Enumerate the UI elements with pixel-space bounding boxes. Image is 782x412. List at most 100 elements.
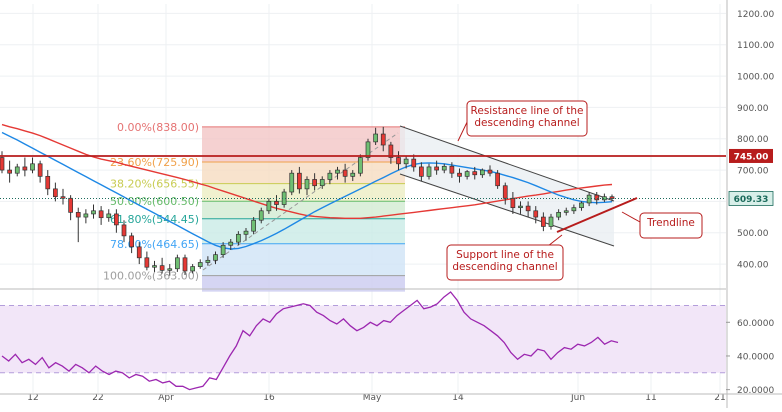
x-tick-label: 12 — [27, 393, 38, 403]
candle-body — [220, 244, 226, 256]
candle-body — [159, 265, 165, 271]
candle-body — [594, 194, 600, 201]
resistance-annotation-box — [466, 100, 588, 137]
candle-body — [22, 166, 28, 171]
candle-body — [403, 158, 409, 165]
candle-body — [350, 172, 356, 177]
candle-body — [83, 213, 89, 218]
trendline-annotation-pointer — [621, 211, 641, 223]
fib-zone-3 — [202, 201, 405, 219]
candle-body — [53, 188, 58, 198]
candle-body — [45, 175, 51, 190]
candle-body — [205, 259, 211, 263]
candle-body — [297, 172, 302, 190]
x-tick-label: 11 — [645, 393, 656, 403]
candle-body — [411, 158, 417, 168]
candle-body — [327, 172, 333, 180]
y-tick-label: 1100.00 — [737, 41, 774, 51]
x-tick-label: 22 — [92, 393, 103, 403]
resistance-annotation-text: Resistance line of the — [471, 105, 584, 117]
candle-body — [182, 257, 188, 272]
rsi-tick-label: 40.0000 — [737, 352, 774, 362]
y-tick-label: 800.00 — [737, 135, 769, 145]
rsi-band — [0, 305, 726, 373]
candle-body — [426, 166, 432, 177]
candle-body — [167, 268, 173, 271]
trendline — [556, 197, 638, 233]
candle-body — [541, 216, 546, 227]
support-annotation-pointer — [547, 234, 563, 247]
candle-body — [236, 233, 241, 243]
fib-zone-extension — [202, 275, 405, 292]
candle-body — [487, 169, 493, 174]
candle-body — [152, 265, 157, 268]
candle-body — [342, 169, 348, 177]
candle-body — [7, 169, 12, 174]
candle-body — [190, 266, 195, 272]
candle-body — [502, 185, 508, 199]
candle-body — [289, 172, 295, 193]
candle-body — [380, 133, 386, 146]
candle-body — [556, 212, 561, 218]
candle-body — [548, 216, 554, 227]
candle-body — [419, 166, 424, 177]
candle-body — [449, 165, 455, 174]
y-tick-label: 1200.00 — [737, 10, 774, 20]
x-tick-label: 21 — [714, 393, 725, 403]
candle-body — [98, 210, 104, 219]
candle-body — [213, 254, 218, 261]
candle-body — [335, 169, 340, 174]
fib-level-label: 100.00%(363.00) — [103, 270, 199, 283]
candlesticks — [0, 126, 615, 276]
x-tick-label: 14 — [452, 393, 464, 403]
candle-body — [136, 246, 142, 259]
rsi-tick-label: 60.0000 — [737, 319, 774, 329]
candle-body — [258, 210, 264, 221]
candle-body — [457, 172, 462, 177]
resistance-annotation-text: descending channel — [474, 117, 579, 129]
candle-body — [563, 210, 569, 213]
candle-body — [510, 197, 516, 209]
rsi-line — [1, 291, 619, 391]
candle-body — [68, 197, 73, 213]
y-tick-label: 1000.00 — [737, 73, 774, 83]
fib-level-label: 61.80%(544.45) — [110, 213, 199, 226]
candle-body — [495, 172, 500, 187]
candle-body — [129, 235, 134, 248]
candle-body — [434, 166, 439, 171]
candle-body — [480, 169, 485, 176]
support-annotation-text: Support line of the — [456, 249, 554, 261]
candle-body — [175, 257, 180, 270]
candle-body — [319, 179, 325, 187]
fib-level-label: 38.20%(656.55) — [110, 178, 199, 191]
candle-body — [144, 257, 150, 268]
fib-level-label: 78.60%(464.65) — [110, 238, 199, 251]
candle-body — [579, 202, 584, 209]
candle-body — [358, 157, 363, 174]
marked-price-label: 745.00 — [734, 152, 769, 162]
candle-body — [114, 213, 119, 226]
x-tick-label: May — [363, 393, 382, 403]
candle-body — [312, 179, 317, 187]
candle-body — [464, 171, 470, 177]
fib-zone-4 — [202, 218, 405, 244]
marked-price-tag — [729, 148, 773, 163]
candle-body — [586, 194, 592, 204]
fib-zone-1 — [202, 161, 405, 184]
rsi-panel — [0, 291, 726, 391]
candle-body — [518, 205, 523, 209]
candle-body — [228, 241, 234, 246]
support-annotation-text: descending channel — [452, 261, 557, 273]
candle-body — [571, 207, 577, 212]
current-price-tag — [728, 191, 774, 206]
candle-body — [441, 165, 447, 171]
fib-level-label: 0.00%(838.00) — [117, 121, 199, 134]
candle-body — [14, 166, 20, 174]
fib-level-label: 23.60%(725.90) — [110, 156, 199, 169]
candle-body — [373, 133, 378, 143]
x-tick-label: Jun — [570, 393, 585, 403]
candle-body — [266, 201, 272, 212]
